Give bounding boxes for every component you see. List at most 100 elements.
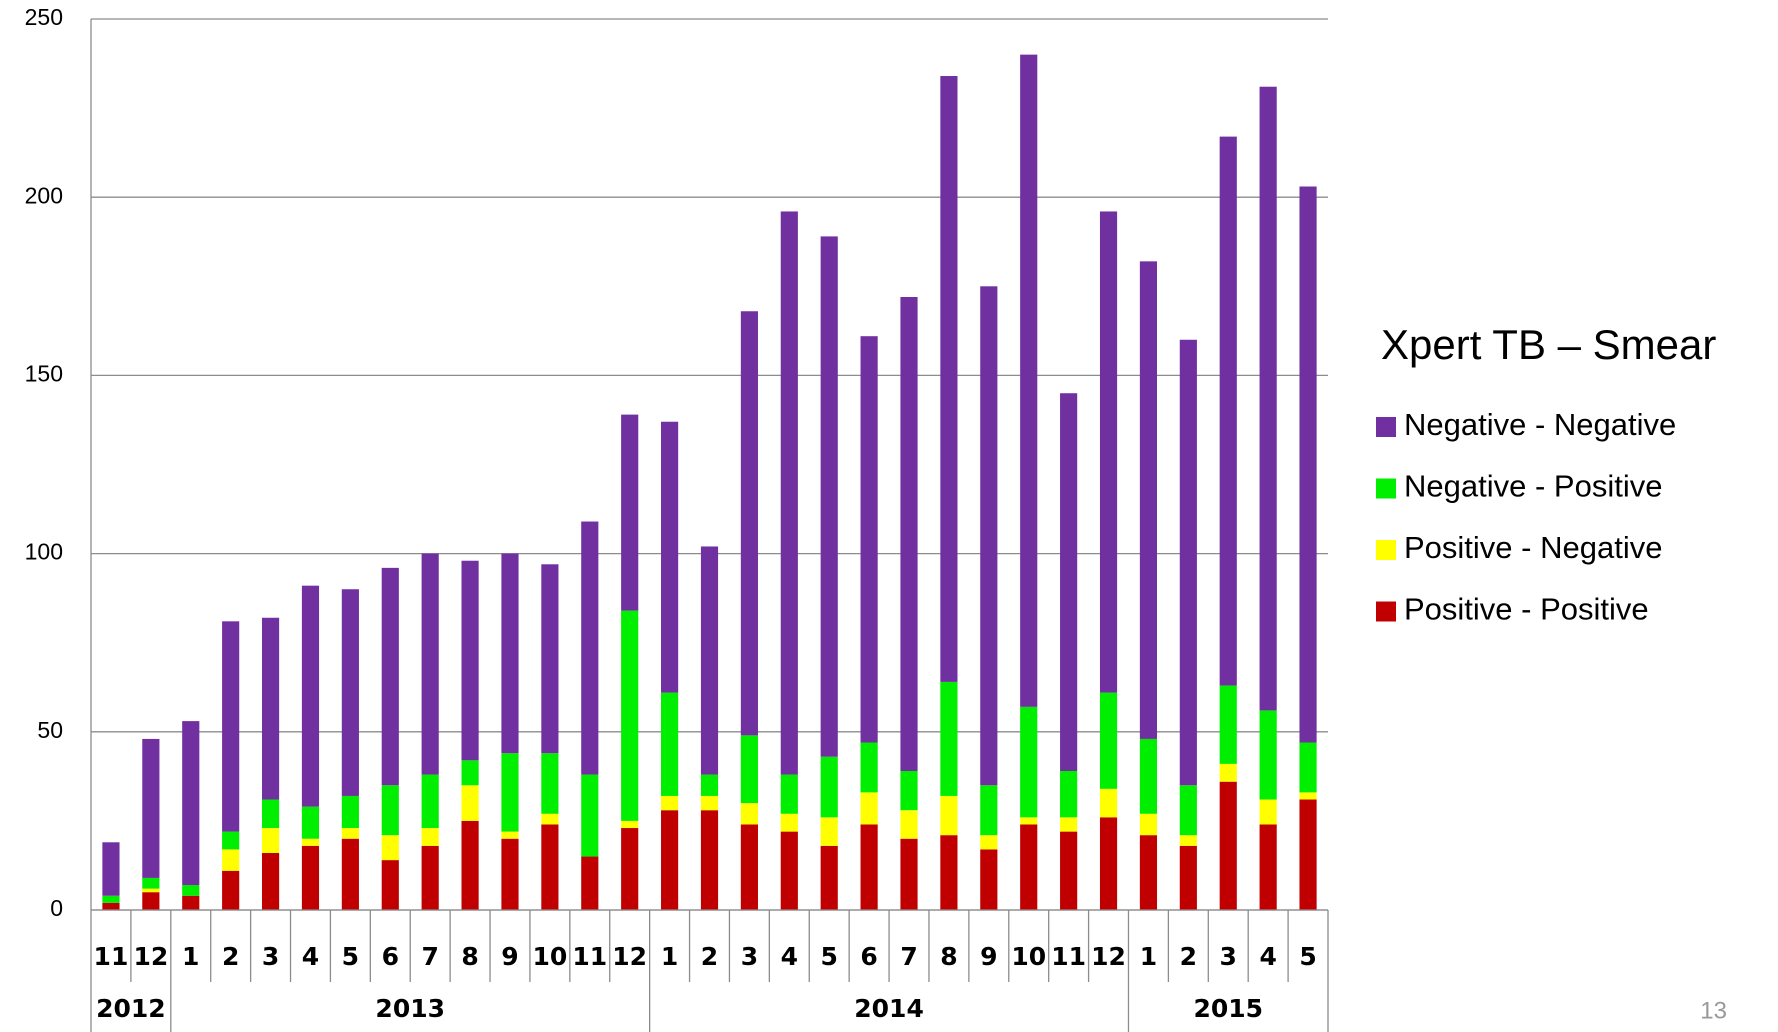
bar-segment <box>1099 817 1118 910</box>
bar-segment <box>1299 186 1317 743</box>
bar-segment <box>501 838 519 910</box>
bar-segment <box>501 553 519 754</box>
x-tick-label: 5 <box>1299 942 1316 971</box>
x-tick-label: 7 <box>900 942 917 971</box>
bar-segment <box>740 735 758 804</box>
x-tick-label: 11 <box>1051 942 1086 971</box>
bar-segment <box>541 824 559 910</box>
bar-segment <box>102 902 120 910</box>
bar-segment <box>621 828 639 910</box>
bar-segment <box>1020 706 1038 818</box>
x-tick-label: 3 <box>741 942 758 971</box>
bar-segment <box>1099 211 1118 693</box>
bar-segment <box>261 852 280 910</box>
bar-segment <box>341 838 359 910</box>
x-tick-label: 1 <box>182 942 199 971</box>
x-tick-label: 5 <box>342 942 359 971</box>
bar-segment <box>341 795 359 829</box>
bar-segment <box>182 885 200 896</box>
bar-segment <box>581 521 599 775</box>
legend-label: Negative - Negative <box>1404 407 1676 442</box>
bar-segment <box>182 721 200 886</box>
bar-segment <box>182 895 200 910</box>
bar-segment <box>900 296 918 772</box>
bar-segment <box>222 849 240 871</box>
legend-label: Negative - Positive <box>1404 469 1662 504</box>
bar-segment <box>381 835 399 861</box>
bar-segment <box>1219 763 1237 782</box>
bar-segment <box>780 813 798 832</box>
bar-segment <box>1179 835 1197 846</box>
bar-segment <box>501 753 519 832</box>
bar-segment <box>1259 824 1277 910</box>
bar-segment <box>700 774 719 796</box>
bar-segment <box>940 835 958 910</box>
bar-segment <box>541 753 559 814</box>
x-tick-label: 5 <box>821 942 838 971</box>
bar-segment <box>381 785 399 836</box>
x-tick-label: 3 <box>262 942 279 971</box>
bar-segment <box>501 831 519 839</box>
legend-swatch <box>1376 417 1396 437</box>
bar-segment <box>1020 54 1038 707</box>
bar-segment <box>142 738 160 878</box>
y-tick-label: 100 <box>25 539 63 565</box>
bar-segment <box>1259 799 1277 825</box>
bar-segment <box>1139 813 1158 836</box>
bar-segment <box>261 617 280 800</box>
bar-segment <box>421 845 439 910</box>
bar-segment <box>1099 788 1118 818</box>
bar-segment <box>1179 339 1197 786</box>
bar-segment <box>421 553 439 775</box>
bar-segment <box>621 820 639 829</box>
bar-segment <box>860 336 878 743</box>
x-tick-label: 10 <box>1011 942 1046 971</box>
bar-segment <box>700 546 719 775</box>
x-tick-label: 7 <box>421 942 438 971</box>
x-tick-label: 4 <box>1259 942 1276 971</box>
bar-segment <box>1060 831 1078 910</box>
bar-segment <box>980 286 998 786</box>
bar-segment <box>860 742 878 793</box>
year-label: 2015 <box>1193 994 1263 1023</box>
legend-label: Positive - Negative <box>1404 530 1662 565</box>
legend-swatch <box>1376 540 1396 560</box>
x-tick-label: 12 <box>612 942 647 971</box>
bar-segment <box>700 795 719 811</box>
bar-segment <box>1259 710 1277 800</box>
bar-segment <box>222 621 240 832</box>
x-tick-label: 6 <box>860 942 877 971</box>
legend-label: Positive - Positive <box>1404 592 1649 627</box>
bar-segment <box>980 849 998 910</box>
bar-segment <box>341 589 359 796</box>
bar-segment <box>661 795 679 811</box>
bar-segment <box>940 795 958 836</box>
bar-segment <box>461 560 479 761</box>
x-tick-label: 3 <box>1220 942 1237 971</box>
bar-segment <box>541 564 559 754</box>
bar-segment <box>1139 261 1158 739</box>
bar-segment <box>341 828 359 839</box>
x-tick-label: 10 <box>532 942 567 971</box>
bar-segment <box>222 870 240 910</box>
bar-segment <box>142 888 160 893</box>
bar-segment <box>1299 799 1317 910</box>
bar-segment <box>1020 817 1038 825</box>
year-label: 2012 <box>96 994 166 1023</box>
y-tick-label: 150 <box>25 360 63 386</box>
x-tick-label: 1 <box>661 942 678 971</box>
bar-segment <box>1259 86 1277 711</box>
bar-segment <box>301 585 320 807</box>
bar-segment <box>980 785 998 836</box>
bar-segment <box>461 820 479 910</box>
bar-segment <box>1060 817 1078 832</box>
x-tick-label: 2 <box>1180 942 1197 971</box>
bar-segment <box>381 567 399 786</box>
bar-segment <box>780 831 798 910</box>
bar-segment <box>1219 781 1237 910</box>
bar-segment <box>820 845 838 910</box>
bar-segment <box>1060 393 1078 772</box>
bar-segment <box>102 842 120 896</box>
bar-segment <box>222 831 240 850</box>
